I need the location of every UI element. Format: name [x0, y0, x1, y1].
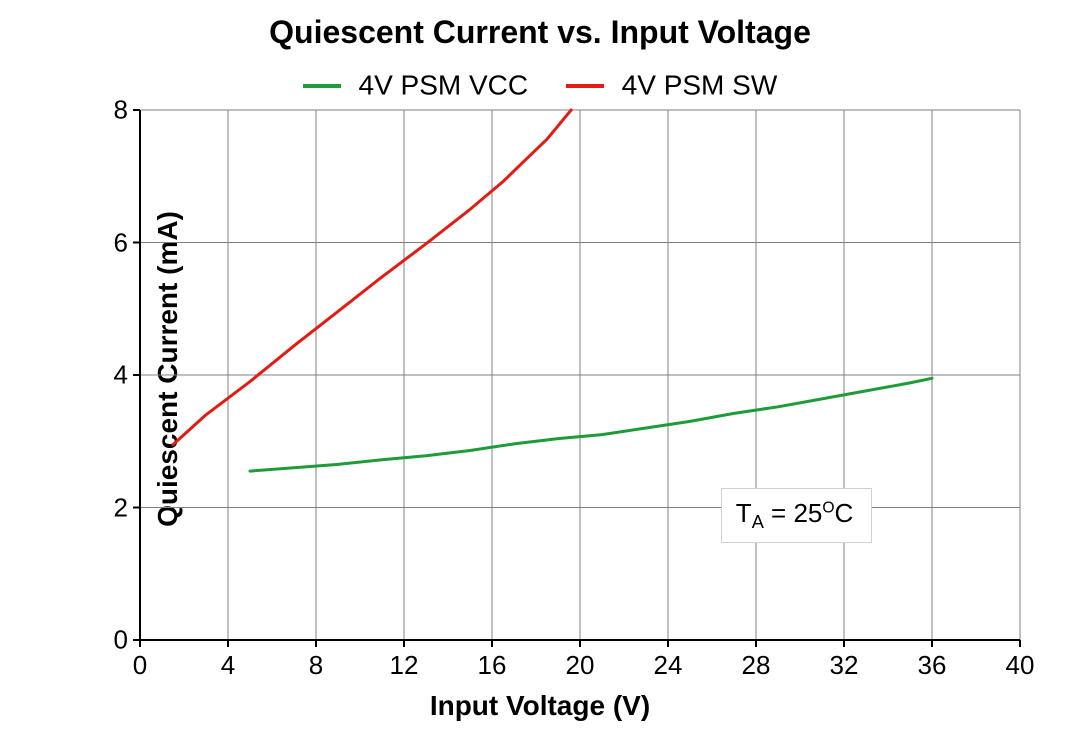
x-axis-label: Input Voltage (V)	[0, 690, 1080, 722]
temperature-annotation: TA = 25OC	[721, 488, 873, 543]
x-tick-label: 4	[221, 650, 235, 681]
x-tick-label: 28	[742, 650, 771, 681]
x-tick-label: 16	[478, 650, 507, 681]
y-tick-label: 0	[48, 625, 128, 656]
legend-label-sw: 4V PSM SW	[622, 70, 778, 101]
legend-swatch-vcc	[303, 84, 341, 88]
x-tick-label: 32	[830, 650, 859, 681]
y-tick-label: 4	[48, 360, 128, 391]
plot-area: TA = 25OC 024680481216202428323640	[140, 110, 1020, 640]
chart-legend: 4V PSM VCC 4V PSM SW	[0, 68, 1080, 102]
x-tick-label: 12	[390, 650, 419, 681]
x-tick-label: 20	[566, 650, 595, 681]
y-tick-label: 2	[48, 492, 128, 523]
x-tick-label: 36	[918, 650, 947, 681]
chart-title: Quiescent Current vs. Input Voltage	[0, 14, 1080, 51]
x-tick-label: 24	[654, 650, 683, 681]
legend-label-vcc: 4V PSM VCC	[359, 70, 529, 101]
x-tick-label: 40	[1006, 650, 1035, 681]
x-tick-label: 0	[133, 650, 147, 681]
legend-swatch-sw	[566, 84, 604, 88]
plot-svg	[140, 110, 1020, 640]
x-tick-label: 8	[309, 650, 323, 681]
y-tick-label: 6	[48, 227, 128, 258]
y-tick-label: 8	[48, 95, 128, 126]
chart-figure: Quiescent Current vs. Input Voltage 4V P…	[0, 0, 1080, 738]
